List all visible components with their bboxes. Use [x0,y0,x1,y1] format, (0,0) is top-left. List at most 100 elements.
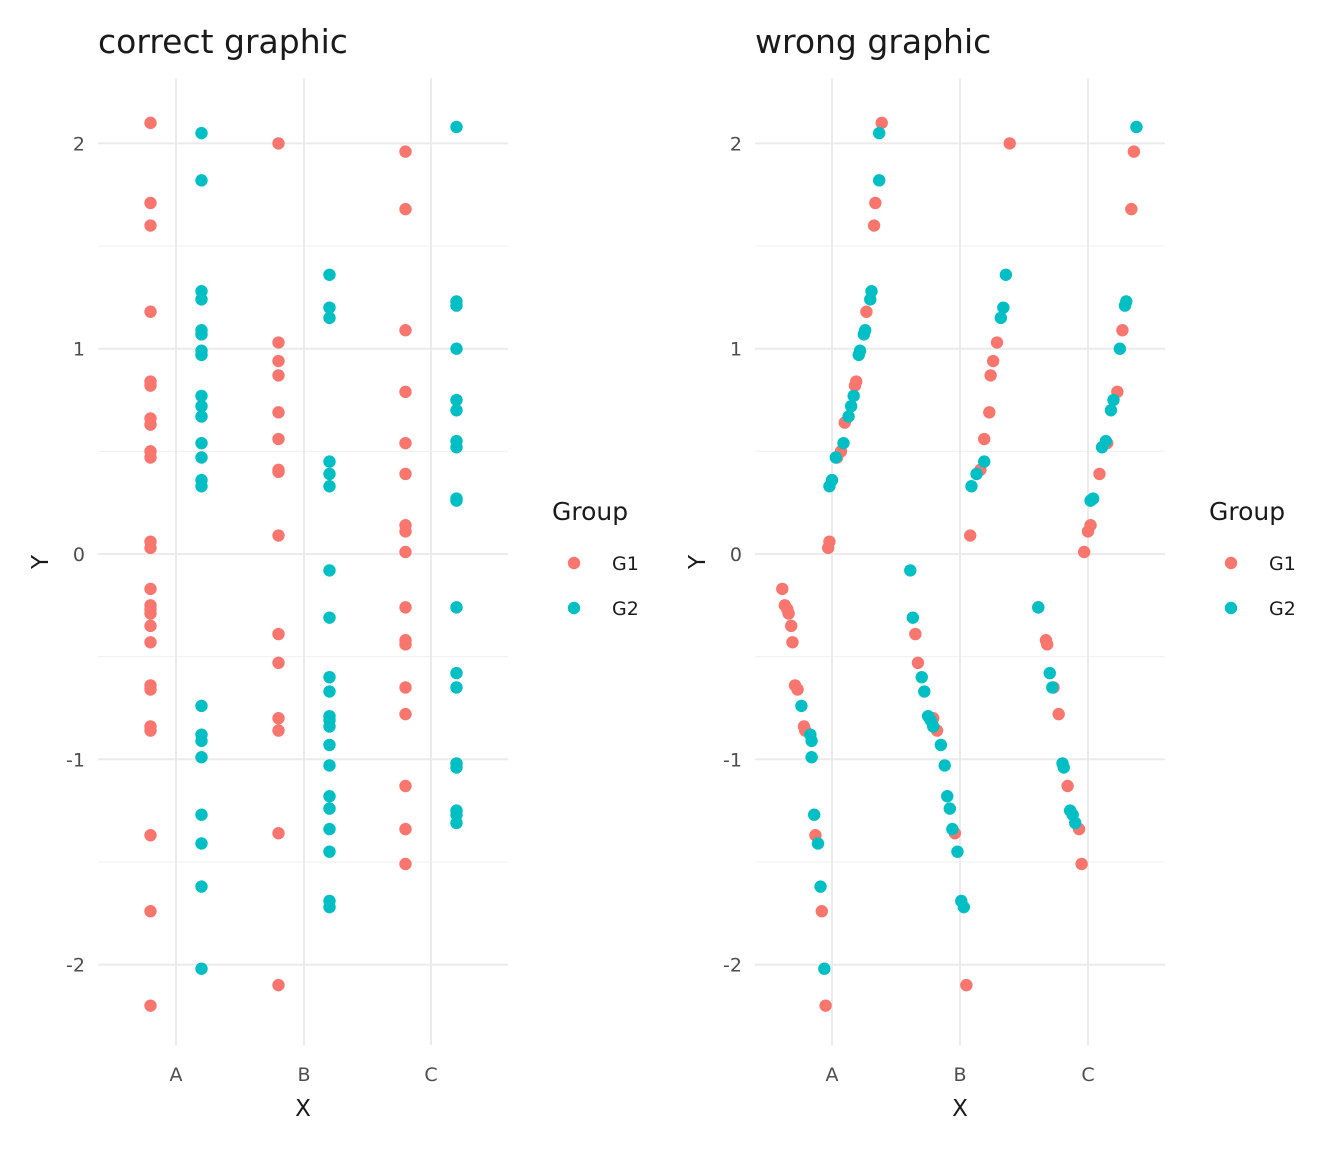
point-g1 [144,219,157,232]
point-g1 [1052,707,1065,721]
point-g1 [983,406,996,419]
point-g2 [323,900,336,914]
point-g2 [795,699,808,713]
point-g2 [957,900,971,914]
grid [98,78,508,1045]
point-g2 [323,311,336,325]
x-tick-label: A [170,1064,183,1086]
point-g2 [904,564,917,577]
point-g1 [848,379,862,392]
point-g2 [857,328,871,341]
point-g1 [144,305,157,318]
point-g1 [272,432,285,446]
point-g1 [144,582,157,596]
x-axis-ticks: A B C [170,1064,438,1086]
point-g1 [821,541,835,555]
point-g1 [399,638,412,651]
point-g1 [399,385,412,399]
x-axis-title: X [952,1096,968,1122]
point-g2 [805,734,818,748]
point-g1 [144,636,157,649]
point-g1 [272,656,285,670]
point-g2 [864,293,877,306]
point-g1 [1003,137,1016,150]
point-g1 [399,145,412,158]
point-g1 [144,418,157,431]
point-g1 [782,607,795,620]
point-g1 [815,905,828,918]
point-g2 [450,342,463,355]
point-g2 [872,174,886,187]
point-g2 [906,611,920,624]
point-g2 [195,837,208,850]
point-g2 [844,399,858,413]
x-tick-label: A [826,1064,839,1086]
point-g2 [195,399,208,413]
point-g1 [144,196,157,210]
point-g2 [195,293,208,306]
point-g2 [450,494,463,507]
point-g2 [195,436,208,450]
y-tick-label: 1 [730,339,742,361]
point-g1 [272,137,285,150]
point-g2 [829,451,843,464]
point-g2 [970,467,983,481]
point-g1 [1075,857,1088,871]
point-g1 [399,822,412,836]
point-g2 [323,480,336,493]
point-g1 [144,607,157,620]
point-g1 [786,636,799,649]
point-g1 [785,619,798,633]
point-g1 [144,905,157,918]
point-g1 [819,999,832,1012]
point-g1 [399,436,412,450]
point-g2 [934,738,948,752]
point-g1 [399,681,412,694]
point-g2 [872,126,886,140]
point-g1 [860,305,873,318]
point-g2 [1084,494,1097,507]
point-g1 [1081,525,1095,538]
panel-correct-graphic: correct graphic -2 -1 0 1 2 A B C X Y Group G1… [28,22,639,1122]
y-tick-label: 0 [73,544,85,566]
point-g2 [1095,441,1109,454]
point-g1 [144,116,157,130]
point-g2 [1046,681,1059,694]
point-g2 [195,734,208,748]
point-g2 [323,611,336,624]
point-g1 [984,369,997,382]
point-g1 [990,336,1004,349]
point-g1 [1077,545,1091,559]
y-tick-label: 0 [730,544,742,566]
legend-key-g2 [567,601,581,615]
point-g2 [927,720,940,733]
point-g1 [144,541,157,555]
point-g2 [847,389,860,403]
y-tick-label: 2 [730,133,742,155]
y-axis-ticks: -2 -1 0 1 2 [66,133,85,976]
point-g2 [450,120,463,134]
point-g2 [941,790,954,803]
point-g2 [450,393,463,407]
point-g1 [791,683,804,696]
x-tick-label: C [424,1064,437,1086]
point-g2 [323,268,336,281]
point-g2 [814,880,827,893]
point-g2 [807,808,821,821]
point-g2 [1069,816,1082,830]
point-g1 [1125,202,1138,216]
point-g2 [1057,761,1070,774]
point-g2 [450,299,463,312]
point-g2 [978,455,991,468]
point-g1 [399,707,412,721]
point-g1 [978,432,991,446]
panel-wrong-graphic: wrong graphic -2 -1 0 1 2 A B C X Y Group G1 G… [685,22,1296,1122]
point-g2 [450,816,463,830]
y-axis-title: Y [685,554,711,570]
point-g1 [272,406,285,419]
point-g2 [915,670,928,684]
point-g2 [450,761,463,774]
point-g2 [823,480,836,493]
legend: Group G1 G2 [552,497,639,620]
